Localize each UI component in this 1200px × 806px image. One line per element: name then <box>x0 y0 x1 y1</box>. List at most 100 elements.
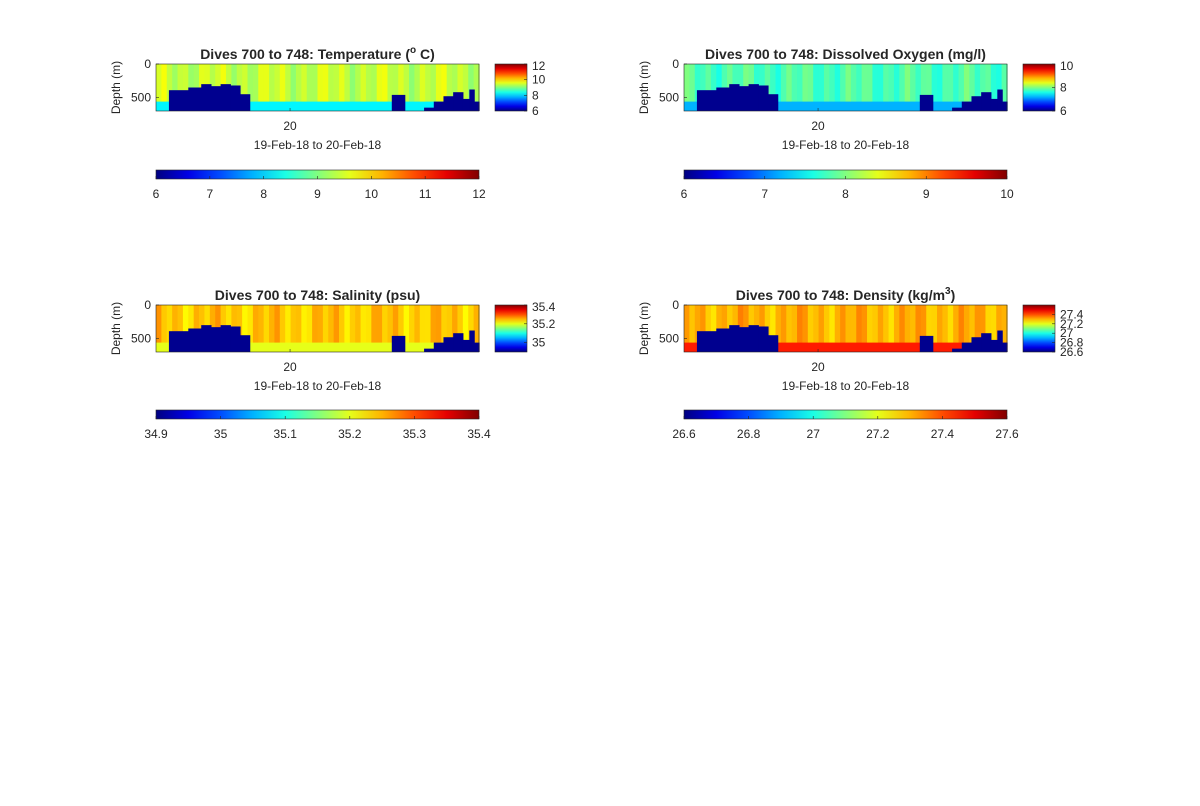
seabed-mask <box>453 92 464 111</box>
y-tick-label: 0 <box>144 298 151 312</box>
seabed-mask <box>919 335 934 352</box>
seabed-mask <box>997 330 1003 352</box>
side-colorbar-tick-label: 6 <box>1060 104 1067 118</box>
heatmap-cell <box>974 64 981 111</box>
chart-title-main: Dives 700 to 748: Temperature ( <box>200 46 410 62</box>
seabed-mask <box>1002 101 1008 111</box>
heatmap-cell <box>818 305 825 352</box>
heatmap-cell <box>452 305 459 352</box>
heatmap-cell <box>392 64 399 111</box>
heatmap-cell <box>829 305 836 352</box>
heatmap-cell <box>990 305 997 352</box>
heatmap-cell <box>462 64 469 111</box>
seabed-mask <box>210 86 222 111</box>
heatmap-cell <box>904 64 911 111</box>
heatmap-cell <box>312 305 319 352</box>
heatmap-cell <box>430 305 437 352</box>
heatmap-cell <box>258 305 265 352</box>
seabed-mask <box>462 98 470 111</box>
heatmap-cell <box>920 64 927 111</box>
side-colorbar-tick-label: 35 <box>532 336 546 350</box>
seabed-mask <box>952 348 963 352</box>
heatmap-cell <box>996 64 1003 111</box>
subplot-3: Dives 700 to 748: Salinity (psu) 0 500 Dept… <box>109 287 556 441</box>
chart-title-suffix: C) <box>416 46 435 62</box>
x-axis-label: 19-Feb-18 to 20-Feb-18 <box>254 138 382 152</box>
seabed-mask <box>168 90 189 111</box>
heatmap-cell <box>419 305 426 352</box>
chart-title-suffix: ) <box>951 287 956 303</box>
heatmap-cell <box>156 64 162 111</box>
heatmap-cell <box>899 64 906 111</box>
heatmap-cell <box>802 64 809 111</box>
heatmap-cell <box>937 64 943 111</box>
heatmap-cell <box>700 64 707 111</box>
colorbar-tick-label: 7 <box>206 187 213 201</box>
heatmap-cell <box>710 64 717 111</box>
heatmap-cell <box>398 305 405 352</box>
heatmap-cell <box>414 305 421 352</box>
heatmap-cell <box>823 64 830 111</box>
heatmap-cell <box>963 305 970 352</box>
heatmap-cell <box>1001 305 1008 352</box>
heatmap-cell <box>931 305 938 352</box>
heatmap-cell <box>953 305 960 352</box>
colorbar-tick-label: 35.2 <box>338 427 362 441</box>
heatmap-cell <box>166 64 173 111</box>
heatmap-cell <box>252 305 259 352</box>
y-tick-label: 0 <box>672 298 679 312</box>
heatmap-cell <box>872 64 879 111</box>
seabed-mask <box>188 328 202 352</box>
seabed-mask <box>997 89 1003 111</box>
seabed-mask <box>981 333 992 352</box>
heatmap-cell <box>371 64 378 111</box>
heatmap-cell <box>850 305 857 352</box>
seabed-mask <box>729 325 740 352</box>
side-colorbar-tick-label: 10 <box>1060 59 1074 73</box>
heatmap-cell <box>473 64 480 111</box>
heatmap-cell <box>360 305 367 352</box>
x-tick-label: 20 <box>283 360 297 374</box>
heatmap-cell <box>807 64 814 111</box>
heatmap-cell <box>770 64 777 111</box>
colorbar-tick-label: 27.6 <box>995 427 1019 441</box>
heatmap-cell <box>247 305 254 352</box>
heatmap-cell <box>435 305 442 352</box>
chart-title-superscript: o <box>410 45 416 56</box>
colorbar-tick-label: 26.6 <box>672 427 696 441</box>
chart-title: Dives 700 to 748: Density (kg/m3) <box>736 286 956 303</box>
y-tick-label: 500 <box>131 91 151 105</box>
y-axis-label: Depth (m) <box>109 302 123 355</box>
heatmap-cell <box>365 64 372 111</box>
side-colorbar-tick-label: 8 <box>532 88 539 102</box>
colorbar-tick-label: 10 <box>1000 187 1014 201</box>
side-colorbar-tick-label: 8 <box>1060 81 1067 95</box>
colorbar-tick-label: 9 <box>923 187 930 201</box>
heatmap-cell <box>840 305 847 352</box>
heatmap-cell <box>899 305 906 352</box>
heatmap-cell <box>446 64 453 111</box>
seabed-mask <box>767 335 779 352</box>
heatmap-cell <box>360 64 367 111</box>
seabed-mask <box>696 331 717 352</box>
heatmap-cell <box>915 64 922 111</box>
heatmap-cell <box>166 305 173 352</box>
heatmap-cell <box>398 64 405 111</box>
seabed-mask <box>748 84 759 111</box>
heatmap-cell <box>823 305 830 352</box>
heatmap-cell <box>780 64 787 111</box>
heatmap-cell <box>333 305 340 352</box>
heatmap-cell <box>947 305 954 352</box>
seabed-mask <box>961 342 973 352</box>
horizontal-colorbar <box>683 409 1008 420</box>
heatmap-cell <box>802 305 809 352</box>
seabed-mask <box>469 89 475 111</box>
seabed-mask <box>443 96 454 111</box>
seabed-mask <box>738 327 750 352</box>
heatmap-cell <box>269 64 276 111</box>
seabed-mask <box>230 85 241 111</box>
axes-frame <box>683 304 1008 353</box>
seabed-mask <box>729 84 740 111</box>
heatmap-cell <box>684 64 690 111</box>
chart-title-main: Dives 700 to 748: Density (kg/m <box>736 287 945 303</box>
